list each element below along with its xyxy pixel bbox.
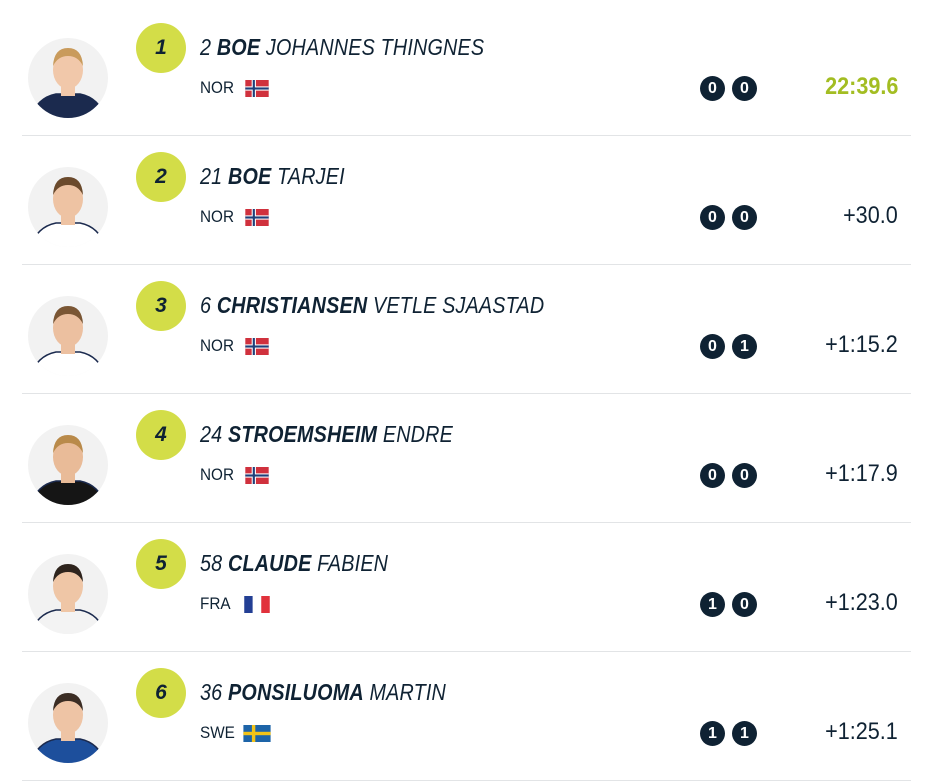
shooting-penalty: 1 (732, 334, 757, 359)
separator (22, 135, 911, 136)
athlete-name: 2 BOE JOHANNES THINGNES (200, 34, 484, 61)
athlete-name: 24 STROEMSHEIM ENDRE (200, 421, 453, 448)
time: 22:39.6 (824, 73, 898, 100)
bib: 36 (200, 679, 223, 705)
avatar (28, 296, 108, 376)
time: +1:25.1 (825, 718, 898, 745)
nation: NOR (200, 78, 235, 97)
shooting-penalty: 0 (732, 592, 757, 617)
flag (243, 725, 271, 742)
shooting-penalty: 0 (700, 76, 725, 101)
rank-badge: 1 (136, 23, 186, 73)
flag (244, 596, 270, 613)
shooting-penalty: 1 (700, 592, 725, 617)
shooting-penalty: 0 (700, 463, 725, 488)
shooting-penalty: 1 (732, 721, 757, 746)
nation: NOR (200, 207, 235, 226)
shooting-penalty: 0 (732, 76, 757, 101)
nation: FRA (200, 594, 231, 613)
bib: 58 (200, 550, 223, 576)
nation: NOR (200, 336, 235, 355)
separator (22, 393, 911, 394)
first-name: TARJEI (277, 163, 345, 189)
rank-badge: 2 (136, 152, 186, 202)
result-row: 5 58 CLAUDE FABIEN FRA 1 0 +1:23.0 (0, 516, 946, 652)
flag (245, 80, 269, 97)
surname: CHRISTIANSEN (216, 292, 368, 318)
athlete-name: 6 CHRISTIANSEN VETLE SJAASTAD (200, 292, 544, 319)
separator (22, 651, 911, 652)
flag (245, 467, 269, 484)
avatar (28, 425, 108, 505)
bib: 21 (200, 163, 223, 189)
bib: 2 (200, 34, 212, 60)
first-name: JOHANNES THINGNES (265, 34, 485, 60)
result-row: 4 24 STROEMSHEIM ENDRE NOR 0 0 +1:17.9 (0, 387, 946, 523)
surname: BOE (216, 34, 261, 60)
avatar (28, 38, 108, 118)
avatar (28, 167, 108, 247)
athlete-name: 36 PONSILUOMA MARTIN (200, 679, 446, 706)
flag (245, 338, 269, 355)
surname: PONSILUOMA (228, 679, 364, 705)
first-name: ENDRE (382, 421, 453, 447)
time: +1:17.9 (825, 460, 898, 487)
shooting-penalty: 0 (700, 334, 725, 359)
result-row: 2 21 BOE TARJEI NOR 0 0 +30.0 (0, 129, 946, 265)
avatar (28, 554, 108, 634)
bib: 6 (200, 292, 212, 318)
rank-badge: 3 (136, 281, 186, 331)
rank-badge: 5 (136, 539, 186, 589)
nation: NOR (200, 465, 235, 484)
shooting-penalty: 0 (732, 205, 757, 230)
time: +1:23.0 (825, 589, 898, 616)
shooting-penalty: 0 (700, 205, 725, 230)
avatar (28, 683, 108, 763)
athlete-name: 58 CLAUDE FABIEN (200, 550, 388, 577)
result-row: 6 36 PONSILUOMA MARTIN SWE 1 1 +1:25.1 (0, 645, 946, 781)
surname: CLAUDE (228, 550, 312, 576)
rank-badge: 6 (136, 668, 186, 718)
surname: STROEMSHEIM (228, 421, 378, 447)
time: +1:15.2 (825, 331, 898, 358)
first-name: MARTIN (369, 679, 446, 705)
separator (22, 780, 911, 781)
athlete-name: 21 BOE TARJEI (200, 163, 345, 190)
shooting-penalty: 0 (732, 463, 757, 488)
separator (22, 522, 911, 523)
surname: BOE (228, 163, 272, 189)
first-name: FABIEN (317, 550, 389, 576)
shooting-penalty: 1 (700, 721, 725, 746)
rank-badge: 4 (136, 410, 186, 460)
first-name: VETLE SJAASTAD (372, 292, 545, 318)
bib: 24 (200, 421, 223, 447)
separator (22, 264, 911, 265)
flag (245, 209, 269, 226)
nation: SWE (200, 723, 235, 742)
time: +30.0 (843, 202, 898, 229)
